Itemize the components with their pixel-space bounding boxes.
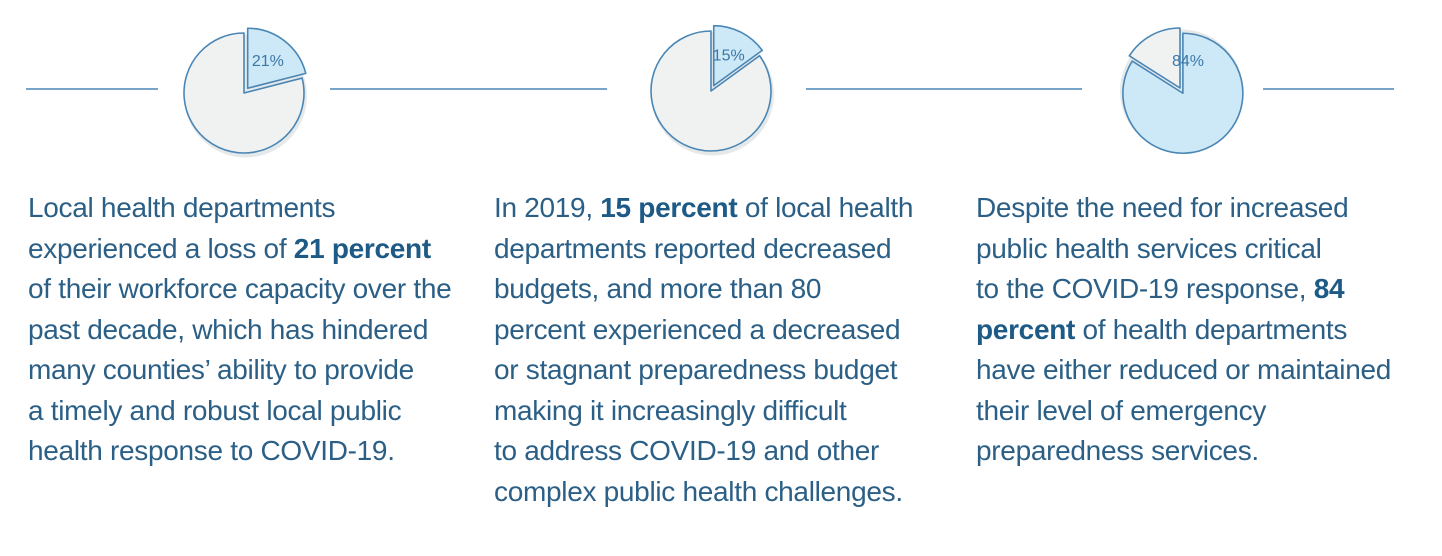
highlight-stat: percent bbox=[976, 313, 1076, 345]
text-run: of local health bbox=[737, 192, 914, 223]
workforce-loss-text: Local health departments experienced a lo… bbox=[28, 188, 452, 472]
text-run: budgets, and more than 80 bbox=[494, 273, 822, 304]
pie-chart-reduced-preparedness: 84% bbox=[1120, 27, 1244, 155]
text-line: complex public health challenges. bbox=[494, 472, 913, 513]
text-line: experienced a loss of 21 percent bbox=[28, 229, 451, 270]
text-run: or stagnant preparedness budget bbox=[494, 354, 898, 385]
text-run: to address COVID-19 and other bbox=[494, 435, 880, 466]
text-line: percent experienced a decreased bbox=[494, 310, 913, 351]
pie-percent-label: 84% bbox=[1172, 53, 1204, 70]
text-run: their level of emergency bbox=[976, 394, 1267, 426]
text-line: a timely and robust local public bbox=[28, 391, 451, 432]
text-run: past decade, which has hindered bbox=[28, 313, 429, 345]
text-run: many counties’ ability to provide bbox=[28, 354, 414, 385]
pie-chart-workforce-loss: 21% bbox=[183, 27, 307, 158]
pie-slice-highlight bbox=[712, 24, 764, 87]
text-run: percent experienced a decreased bbox=[494, 313, 901, 345]
text-run: departments reported decreased bbox=[494, 232, 892, 264]
text-line: In 2019, 15 percent of local health bbox=[494, 188, 913, 229]
text-run: Despite the need for increased bbox=[976, 192, 1349, 223]
pie-slice-remainder bbox=[183, 32, 305, 154]
pie-slice-highlight bbox=[246, 27, 307, 90]
text-run: of health departments bbox=[1075, 313, 1348, 345]
text-line: past decade, which has hindered bbox=[28, 310, 451, 351]
highlight-stat: 15 percent bbox=[600, 192, 738, 223]
text-run: public health services critical bbox=[976, 232, 1322, 264]
text-line: making it increasingly difficult bbox=[494, 391, 913, 432]
text-run: have either reduced or maintained bbox=[976, 354, 1392, 385]
pie-chart-decreased-budgets: 15% bbox=[650, 24, 774, 156]
text-line: Despite the need for increased bbox=[976, 188, 1391, 229]
text-line: health response to COVID-19. bbox=[28, 431, 451, 472]
text-run: health response to COVID-19. bbox=[28, 435, 395, 466]
text-run: In 2019, bbox=[494, 192, 601, 223]
text-line: of their workforce capacity over the bbox=[28, 269, 452, 310]
pie-percent-label: 21% bbox=[252, 53, 284, 70]
highlight-stat: 84 bbox=[1313, 273, 1345, 304]
text-line: percent of health departments bbox=[976, 310, 1391, 351]
pie-percent-label: 15% bbox=[713, 47, 745, 64]
text-line: have either reduced or maintained bbox=[976, 350, 1391, 391]
pie-slice-remainder bbox=[650, 30, 772, 152]
decreased-budgets-text: In 2019, 15 percent of local health depar… bbox=[494, 188, 913, 512]
text-run: of their workforce capacity over the bbox=[28, 273, 452, 304]
text-run: complex public health challenges. bbox=[494, 475, 903, 507]
text-run: experienced a loss of bbox=[28, 232, 294, 264]
text-run: preparedness services. bbox=[976, 435, 1259, 466]
text-line: budgets, and more than 80 bbox=[494, 269, 913, 310]
pie-slice-remainder bbox=[1128, 27, 1181, 89]
text-line: departments reported decreased bbox=[494, 229, 913, 270]
text-line: public health services critical bbox=[976, 229, 1391, 270]
highlight-stat: 21 percent bbox=[293, 232, 431, 264]
text-line: many counties’ ability to provide bbox=[28, 350, 451, 391]
pie-slice-highlight bbox=[1122, 32, 1244, 155]
text-run: making it increasingly difficult bbox=[494, 394, 847, 426]
text-run: a timely and robust local public bbox=[28, 394, 402, 426]
text-line: to address COVID-19 and other bbox=[494, 431, 913, 472]
text-run: to the COVID-19 response, bbox=[976, 273, 1314, 304]
text-line: their level of emergency bbox=[976, 391, 1391, 432]
text-run: Local health departments bbox=[28, 192, 336, 223]
text-line: preparedness services. bbox=[976, 431, 1391, 472]
text-line: to the COVID-19 response, 84 bbox=[976, 269, 1391, 310]
preparedness-services-text: Despite the need for increased public hea… bbox=[976, 188, 1391, 472]
text-line: or stagnant preparedness budget bbox=[494, 350, 913, 391]
text-line: Local health departments bbox=[28, 188, 451, 229]
